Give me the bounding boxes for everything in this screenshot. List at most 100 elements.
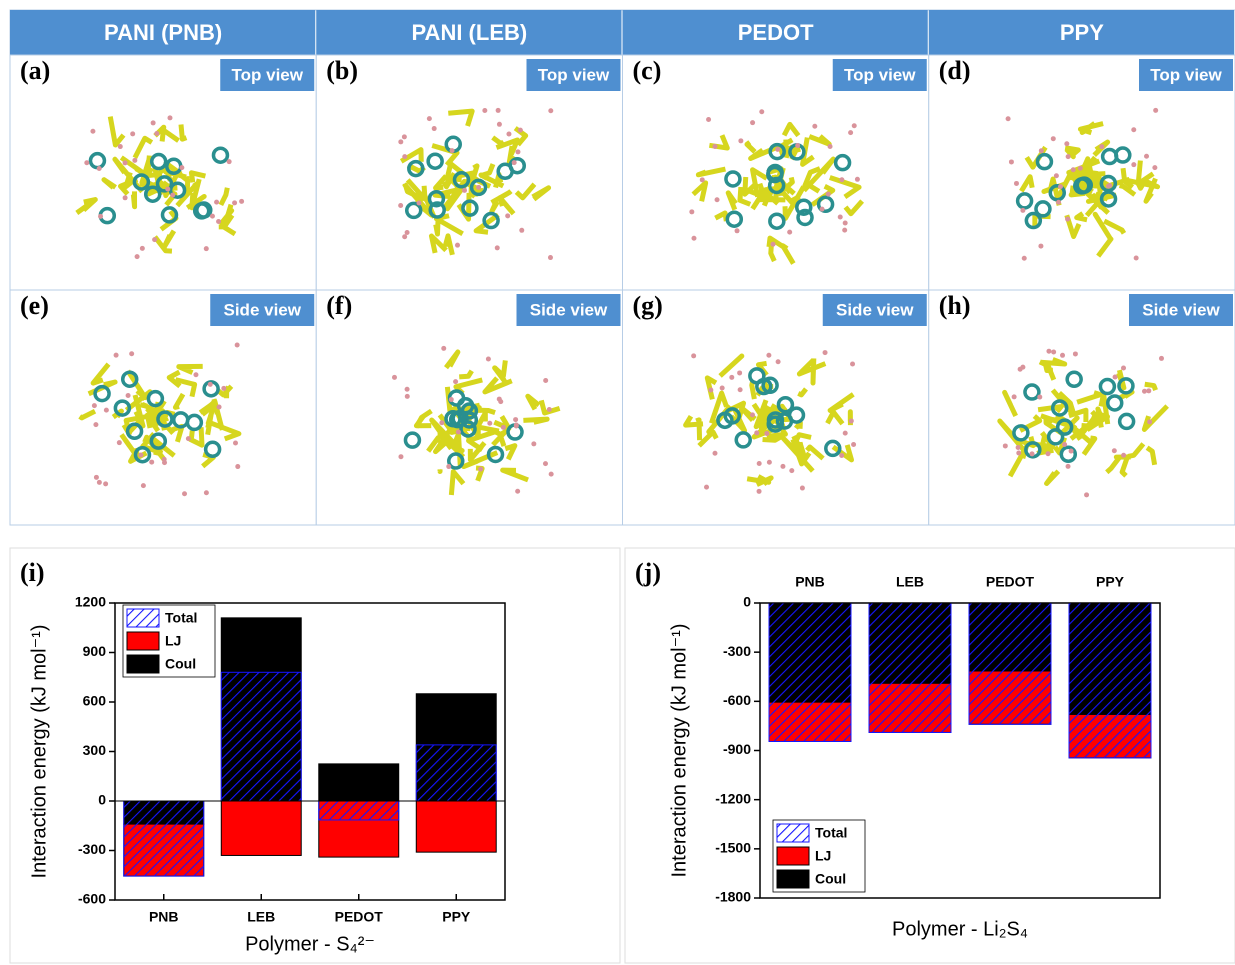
ion bbox=[93, 422, 99, 428]
polymer-ring bbox=[469, 178, 488, 197]
ion bbox=[704, 484, 710, 490]
sulfur-chain bbox=[161, 229, 177, 250]
polymer-ring bbox=[171, 411, 190, 429]
ion bbox=[226, 159, 232, 165]
sulfur-chain bbox=[482, 376, 513, 395]
sulfur-chain bbox=[718, 353, 745, 378]
ion bbox=[851, 441, 857, 447]
legend-swatch bbox=[126, 631, 160, 651]
ion bbox=[453, 379, 459, 385]
sulfur-chain bbox=[491, 135, 506, 148]
polymer-ring bbox=[1015, 192, 1034, 210]
ion bbox=[511, 160, 517, 166]
panel-label: (f) bbox=[326, 291, 352, 320]
ion bbox=[498, 399, 504, 405]
ion bbox=[98, 213, 104, 219]
ion bbox=[850, 361, 856, 367]
polymer-ring bbox=[149, 432, 168, 450]
x-tick-label: PNB bbox=[149, 909, 179, 925]
sulfur-chain bbox=[782, 185, 806, 221]
ion bbox=[766, 352, 772, 358]
ion bbox=[737, 387, 743, 393]
ion bbox=[234, 342, 240, 348]
column-header-bg bbox=[316, 10, 622, 55]
polymer-ring bbox=[482, 211, 500, 230]
sulfur-chain bbox=[1118, 183, 1137, 197]
y-tick-label: 600 bbox=[83, 693, 107, 709]
legend-swatch bbox=[126, 654, 160, 674]
panel-label: (d) bbox=[939, 56, 971, 85]
sulfur-chain bbox=[1085, 412, 1111, 432]
polymer-ring bbox=[1050, 399, 1069, 417]
polymer-ring bbox=[1117, 412, 1136, 431]
ion bbox=[214, 199, 220, 205]
ion bbox=[1065, 463, 1071, 469]
sulfur-chain bbox=[218, 224, 237, 237]
polymer-ring bbox=[444, 409, 462, 428]
x-axis-label: Polymer - Li₂S₄ bbox=[892, 918, 1028, 940]
sulfur-chain bbox=[797, 387, 808, 398]
sulfur-chain bbox=[500, 467, 529, 483]
ion bbox=[1158, 355, 1164, 361]
legend-label: Total bbox=[165, 610, 197, 626]
x-tick-label: PEDOT bbox=[986, 574, 1035, 590]
sulfur-chain bbox=[1019, 174, 1035, 193]
sulfur-chain bbox=[725, 190, 738, 211]
sulfur-chain bbox=[130, 191, 138, 210]
polymer-ring bbox=[1065, 370, 1083, 389]
ion bbox=[780, 463, 786, 469]
polymer-ring bbox=[120, 370, 139, 388]
polymer-ring bbox=[508, 156, 527, 175]
ion bbox=[138, 452, 144, 458]
view-badge bbox=[1129, 294, 1233, 326]
sulfur-chain bbox=[808, 134, 832, 147]
ion bbox=[221, 385, 227, 391]
ion bbox=[756, 488, 762, 494]
y-tick-label: -1200 bbox=[715, 790, 751, 806]
sulfur-chain bbox=[188, 170, 206, 183]
polymer-ring bbox=[143, 185, 162, 203]
sulfur-chain bbox=[442, 233, 455, 256]
ion bbox=[398, 454, 404, 460]
ion bbox=[93, 474, 99, 480]
sulfur-chain bbox=[489, 200, 500, 214]
ion bbox=[179, 165, 185, 171]
ion bbox=[449, 148, 455, 154]
sulfur-chain bbox=[691, 180, 709, 202]
ion bbox=[1131, 127, 1137, 133]
bar-segment bbox=[220, 800, 302, 856]
sulfur-chain bbox=[504, 443, 518, 461]
ion bbox=[819, 206, 825, 212]
ion bbox=[398, 139, 404, 145]
ion bbox=[1107, 182, 1113, 188]
polymer-ring bbox=[192, 202, 211, 220]
sulfur-chain bbox=[825, 409, 845, 426]
sulfur-chain bbox=[152, 235, 173, 254]
sulfur-chain bbox=[1058, 415, 1080, 437]
legend-label: LJ bbox=[815, 848, 831, 864]
polymer-ring bbox=[486, 445, 505, 464]
sulfur-chain bbox=[843, 199, 865, 217]
sulfur-chain bbox=[514, 182, 537, 201]
sulfur-chain bbox=[107, 116, 126, 148]
ion bbox=[207, 381, 213, 387]
sulfur-chain bbox=[538, 399, 561, 416]
ion bbox=[519, 227, 525, 233]
sulfur-chain bbox=[78, 408, 97, 421]
ion bbox=[756, 461, 762, 467]
polymer-ring bbox=[833, 153, 852, 172]
sulfur-chain bbox=[432, 186, 460, 200]
bar-segment bbox=[220, 671, 302, 802]
sulfur-chain bbox=[178, 124, 188, 142]
ion bbox=[1060, 352, 1066, 358]
ion bbox=[766, 459, 772, 465]
sulfur-chain bbox=[205, 411, 214, 436]
ion bbox=[506, 131, 512, 137]
ion bbox=[441, 345, 447, 351]
polymer-ring bbox=[1048, 184, 1067, 202]
sulfur-chain bbox=[1103, 218, 1127, 235]
ion bbox=[426, 116, 432, 122]
y-tick-label: -1500 bbox=[715, 840, 751, 856]
ion bbox=[749, 412, 755, 418]
